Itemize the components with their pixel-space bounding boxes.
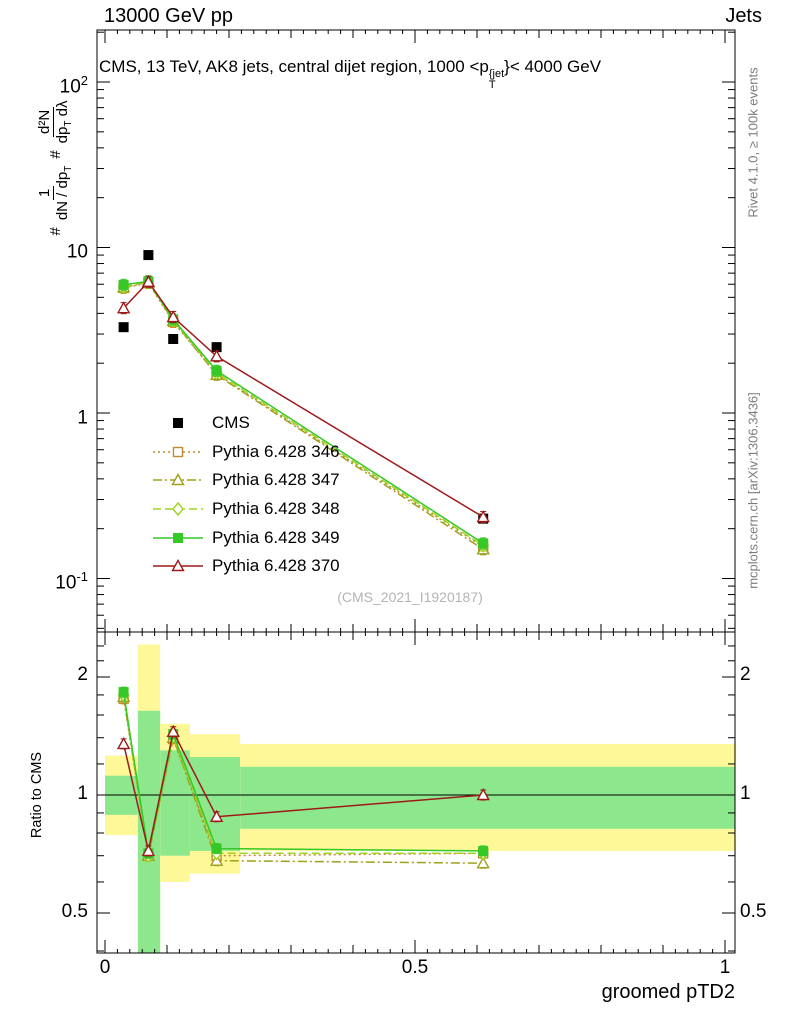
y-axis-fraction-2: d²N dpT dλ bbox=[35, 100, 74, 144]
axis-ticks bbox=[97, 30, 735, 953]
legend-label-pythia-348: Pythia 6.428 348 bbox=[212, 499, 340, 519]
watermark-label: (CMS_2021_I1920187) bbox=[337, 589, 483, 605]
y-axis-fraction-1: 1 dN / dpT bbox=[35, 165, 74, 221]
legend-row-pythia-347: Pythia 6.428 347 bbox=[150, 466, 340, 495]
legend-marker-pythia-349-icon bbox=[153, 532, 203, 543]
x-axis-title: groomed pTD2 bbox=[601, 981, 735, 1003]
plot-title-supsub: {jet T bbox=[488, 68, 505, 91]
legend-marker-pythia-370-icon bbox=[153, 559, 203, 572]
plot-title: CMS, 13 TeV, AK8 jets, central dijet reg… bbox=[99, 57, 602, 91]
legend: CMS Pythia 6.428 346 Pythia 6.428 347 Py… bbox=[150, 409, 340, 581]
legend-row-pythia-346: Pythia 6.428 346 bbox=[150, 438, 340, 467]
legend-row-cms: CMS bbox=[150, 409, 340, 438]
legend-label-pythia-349: Pythia 6.428 349 bbox=[212, 527, 340, 547]
legend-marker-pythia-347-icon bbox=[153, 473, 203, 486]
legend-label-cms: CMS bbox=[212, 413, 250, 433]
ratio-axis-label: Ratio to CMS bbox=[29, 751, 45, 839]
legend-marker-pythia-348-icon bbox=[153, 501, 203, 517]
y-tick-0p1: 10-1 bbox=[55, 569, 88, 594]
ratio-tick-2-right: 2 bbox=[740, 664, 751, 685]
x-tick-05: 0.5 bbox=[401, 957, 429, 978]
mcplots-credit-label: mcplots.cern.ch [arXiv:1306.3436] bbox=[745, 392, 761, 589]
legend-marker-cms-icon bbox=[173, 418, 183, 429]
plot-title-text: CMS, 13 TeV, AK8 jets, central dijet reg… bbox=[99, 57, 489, 76]
legend-row-pythia-370: Pythia 6.428 370 bbox=[150, 552, 340, 581]
legend-label-pythia-346: Pythia 6.428 346 bbox=[212, 441, 340, 461]
y-tick-100: 102 bbox=[59, 73, 88, 98]
legend-label-pythia-347: Pythia 6.428 347 bbox=[212, 470, 340, 490]
ratio-tick-05-left: 0.5 bbox=[61, 901, 88, 922]
hash-glyph: # bbox=[46, 150, 64, 159]
beam-energy-label: 13000 GeV pp bbox=[104, 5, 233, 27]
ratio-tick-1-right: 1 bbox=[740, 783, 751, 804]
ratio-uncertainty-bands bbox=[105, 644, 735, 953]
legend-row-pythia-348: Pythia 6.428 348 bbox=[150, 495, 340, 524]
x-tick-0: 0 bbox=[99, 957, 111, 978]
legend-row-pythia-349: Pythia 6.428 349 bbox=[150, 523, 340, 552]
ratio-tick-1-left: 1 bbox=[77, 783, 88, 804]
y-tick-10: 10 bbox=[66, 241, 88, 263]
x-tick-1: 1 bbox=[719, 957, 731, 978]
rivet-version-label: Rivet 4.1.0, ≥ 100k events bbox=[745, 67, 761, 218]
panel-frames bbox=[96, 29, 736, 954]
y-tick-1: 1 bbox=[77, 407, 88, 429]
legend-marker-pythia-346-icon bbox=[153, 446, 203, 458]
series-main-pythia-6-428-370 bbox=[116, 274, 490, 524]
ratio-tick-05-right: 0.5 bbox=[740, 901, 767, 922]
legend-label-pythia-370: Pythia 6.428 370 bbox=[212, 556, 340, 576]
ratio-tick-2-left: 2 bbox=[77, 664, 88, 685]
series-ratio-pythia-6-428-370 bbox=[116, 724, 490, 857]
analysis-group-label: Jets bbox=[725, 5, 762, 27]
